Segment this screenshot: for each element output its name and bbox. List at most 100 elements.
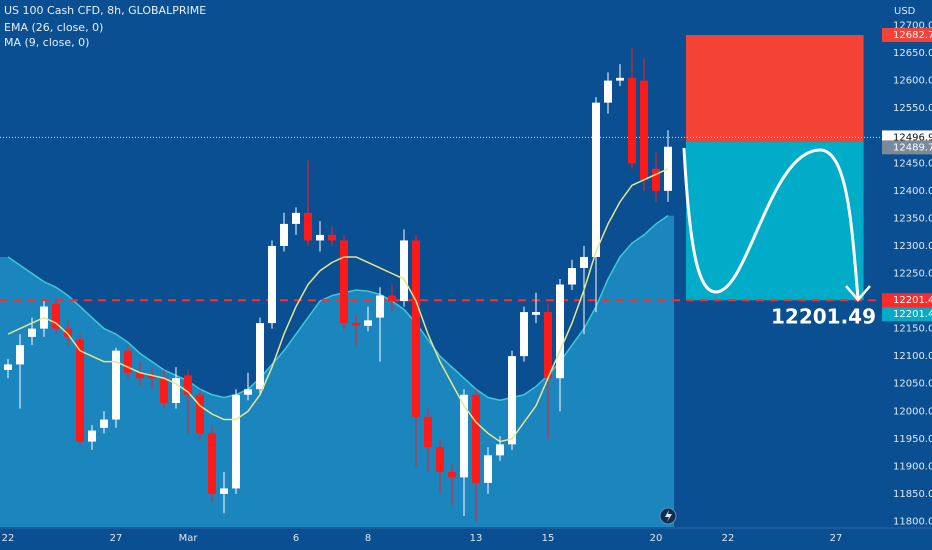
y-tick-label: 12300.00	[893, 241, 932, 252]
target-line-tag-bg	[882, 293, 932, 308]
candle-body	[328, 234, 336, 241]
candle-body	[196, 394, 204, 434]
candle-body	[388, 295, 396, 302]
target-line-tag: 12201.49	[893, 295, 932, 306]
y-tick-label: 11900.00	[893, 461, 932, 472]
x-tick-label: 22	[722, 533, 735, 544]
candle-body	[184, 375, 192, 395]
y-tick-label: 12700.00	[893, 21, 932, 32]
y-tick-label: 12100.00	[893, 351, 932, 362]
x-tick-label: 22	[2, 533, 15, 544]
y-tick-label: 12000.00	[893, 406, 932, 417]
candle-body	[412, 240, 420, 417]
candle-body	[448, 471, 456, 478]
candle-body	[520, 312, 528, 357]
x-tick-label: 6	[293, 533, 299, 544]
candle-body	[604, 80, 612, 103]
y-tick-label: 12400.00	[893, 186, 932, 197]
candle-body	[28, 328, 36, 337]
candle-body	[628, 77, 636, 164]
candle-body	[316, 234, 324, 241]
candle-body	[652, 168, 660, 191]
target-zone-tag: 12201.49	[893, 309, 932, 320]
candle-body	[76, 339, 84, 442]
x-tick-label: Mar	[179, 533, 199, 544]
candle-body	[592, 102, 600, 257]
candle-body	[244, 389, 252, 395]
ema-area	[0, 215, 674, 527]
candle-body	[496, 444, 504, 456]
candle-body	[508, 356, 516, 445]
candle-body	[112, 350, 120, 420]
candle-body	[172, 378, 180, 404]
candle-body	[100, 419, 108, 428]
candle-body	[580, 256, 588, 268]
candle-body	[220, 488, 228, 494]
candle-body	[268, 245, 276, 324]
projection-curve	[682, 147, 860, 299]
candle-body	[64, 328, 72, 337]
target-zone	[686, 141, 864, 301]
x-tick-label: 27	[110, 533, 123, 544]
candle-body	[640, 80, 648, 180]
candle-body	[52, 303, 60, 329]
stop-tag: 12682.75	[893, 30, 932, 41]
candle-body	[292, 212, 300, 224]
x-tick-label: 20	[650, 533, 663, 544]
candle-body	[232, 394, 240, 489]
candle-body	[376, 295, 384, 318]
candle-body	[460, 394, 468, 478]
y-tick-label: 12600.00	[893, 76, 932, 87]
candle-body	[436, 447, 444, 472]
candle-body	[304, 212, 312, 241]
plot-area	[0, 35, 880, 527]
ma-line	[7, 168, 669, 443]
candle-body	[208, 433, 216, 494]
candle-body	[556, 284, 564, 379]
candle-body	[16, 345, 24, 365]
currency-label: USD	[894, 6, 916, 17]
entry-tag: 12489.76	[893, 142, 932, 153]
candle-body	[160, 378, 168, 404]
candle-body	[400, 240, 408, 302]
candle-body	[424, 416, 432, 448]
y-tick-label: 12450.00	[893, 158, 932, 169]
candle-body	[88, 430, 96, 442]
event-icon-bolt	[665, 510, 672, 522]
target-zone-tag-bg	[882, 307, 932, 322]
symbol-title: US 100 Cash CFD, 8h, GLOBALPRIME	[4, 4, 206, 17]
candle-body	[136, 372, 144, 379]
y-tick-label: 12650.00	[893, 48, 932, 59]
target-annotation: 12201.49	[771, 305, 876, 329]
y-tick-label: 12050.00	[893, 379, 932, 390]
candle-body	[484, 455, 492, 483]
x-tick-label: 8	[365, 533, 371, 544]
candle-body	[472, 394, 480, 483]
candle-body	[364, 320, 372, 326]
y-tick-label: 11800.00	[893, 516, 932, 527]
entry-tag-bg	[882, 140, 932, 155]
last-price-tag: 12496.90	[893, 132, 932, 143]
indicator-label: MA (9, close, 0)	[4, 36, 89, 49]
candle-body	[532, 312, 540, 315]
y-tick-label: 11950.00	[893, 434, 932, 445]
candle-body	[340, 240, 348, 324]
candle-body	[544, 312, 552, 379]
x-tick-label: 13	[470, 533, 483, 544]
y-tick-label: 11850.00	[893, 489, 932, 500]
stop-zone	[686, 35, 864, 142]
candle-body	[256, 323, 264, 390]
stop-tag-bg	[882, 28, 932, 43]
x-tick-label: 27	[830, 533, 843, 544]
candle-body	[568, 267, 576, 285]
candle-body	[124, 350, 132, 373]
y-tick-label: 12350.00	[893, 213, 932, 224]
candle-body	[4, 364, 12, 370]
y-tick-label: 12550.00	[893, 103, 932, 114]
y-tick-label: 12150.00	[893, 324, 932, 335]
candle-body	[280, 223, 288, 246]
y-tick-label: 12250.00	[893, 269, 932, 280]
candle-body	[616, 77, 624, 81]
